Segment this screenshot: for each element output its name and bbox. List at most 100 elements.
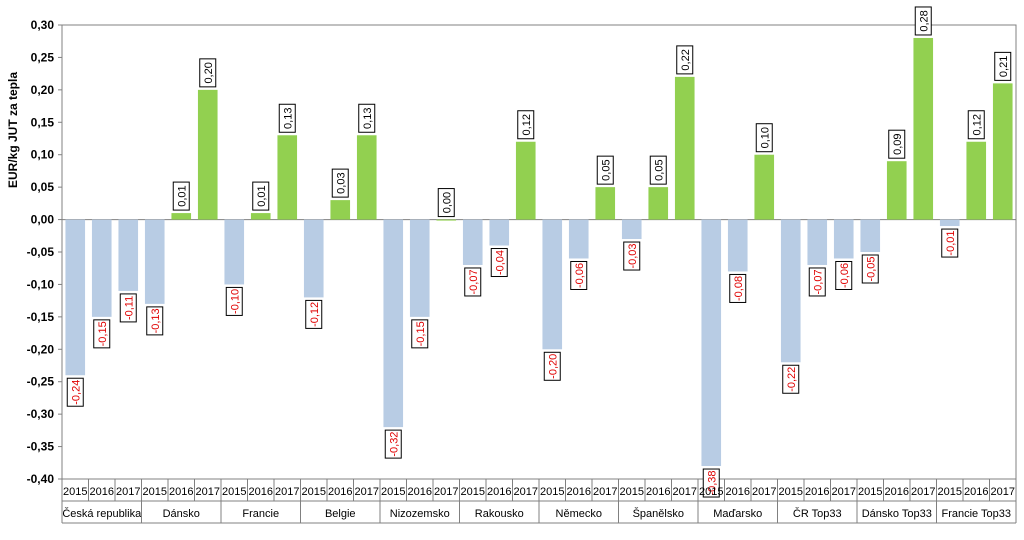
x-tick-label-year: 2016 bbox=[567, 486, 591, 498]
bar-madarsko-2017 bbox=[754, 154, 775, 220]
data-label: 0,22 bbox=[680, 49, 692, 70]
x-tick-label-year: 2017 bbox=[355, 486, 379, 498]
data-label-box bbox=[729, 273, 747, 303]
x-tick-label-year: 2015 bbox=[222, 486, 246, 498]
data-label: -0,06 bbox=[839, 263, 851, 288]
x-tick-label-year: 2016 bbox=[169, 486, 193, 498]
bar-ceska-republika-2016 bbox=[91, 219, 112, 317]
bar-nizozemsko-2017 bbox=[436, 219, 457, 221]
bar-dansko-top33-2017 bbox=[913, 37, 934, 220]
data-label: -0,13 bbox=[150, 308, 162, 333]
data-label-box bbox=[808, 267, 826, 297]
data-label: -0,07 bbox=[468, 269, 480, 294]
bar-francie-2015 bbox=[224, 219, 245, 285]
x-tick-label-year: 2015 bbox=[620, 486, 644, 498]
x-group-label-madarsko: Maďarsko bbox=[713, 508, 762, 520]
bar-madarsko-2016 bbox=[727, 219, 748, 272]
x-tick-label-year: 2015 bbox=[63, 486, 87, 498]
data-label-box bbox=[411, 319, 429, 349]
bar-nemecko-2015 bbox=[542, 219, 563, 350]
data-label: 0,13 bbox=[362, 108, 374, 129]
bar-rakousko-2015 bbox=[462, 219, 483, 265]
data-label: 0,10 bbox=[759, 127, 771, 148]
bar-ceska-republika-2017 bbox=[118, 219, 139, 291]
x-tick-label-year: 2017 bbox=[673, 486, 697, 498]
data-label: 0,12 bbox=[971, 114, 983, 135]
data-label-box bbox=[782, 364, 800, 394]
data-label-box bbox=[596, 155, 614, 185]
data-label-box bbox=[225, 286, 243, 316]
y-axis-label: EUR/kg JUT za tepla bbox=[6, 72, 20, 188]
x-tick-label-year: 2016 bbox=[328, 486, 352, 498]
bar-francie-top33-2015 bbox=[939, 219, 960, 227]
data-label: 0,00 bbox=[441, 192, 453, 213]
x-group-label-dansko: Dánsko bbox=[163, 508, 200, 520]
bar-nemecko-2016 bbox=[568, 219, 589, 259]
x-tick-label-year: 2016 bbox=[90, 486, 114, 498]
bar-nemecko-2017 bbox=[595, 187, 616, 220]
bar-spanelsko-2016 bbox=[648, 187, 669, 220]
x-tick-label-year: 2016 bbox=[885, 486, 909, 498]
data-label: 0,21 bbox=[998, 56, 1010, 77]
data-label-box bbox=[861, 254, 879, 284]
data-label-box bbox=[676, 45, 694, 75]
x-tick-label-year: 2016 bbox=[249, 486, 273, 498]
data-label: 0,09 bbox=[892, 133, 904, 154]
data-label: -0,24 bbox=[70, 380, 82, 405]
x-group-label-francie-top33: Francie Top33 bbox=[941, 508, 1011, 520]
bar-dansko-top33-2016 bbox=[886, 161, 907, 220]
bar-nizozemsko-2015 bbox=[383, 219, 404, 428]
data-label-box bbox=[649, 155, 667, 185]
x-tick-label-year: 2015 bbox=[302, 486, 326, 498]
x-tick-label-year: 2017 bbox=[275, 486, 299, 498]
data-label: -0,04 bbox=[494, 250, 506, 275]
data-label: 0,05 bbox=[600, 159, 612, 180]
y-tick-label: 0,30 bbox=[31, 18, 55, 32]
bar-francie-2017 bbox=[277, 135, 298, 220]
x-tick-label-year: 2016 bbox=[964, 486, 988, 498]
data-label: 0,13 bbox=[282, 108, 294, 129]
bar-rakousko-2017 bbox=[515, 141, 536, 220]
data-label: -0,38 bbox=[706, 470, 718, 495]
bar-madarsko-2015 bbox=[701, 219, 722, 467]
bar-belgie-2017 bbox=[356, 135, 377, 220]
x-tick-label-year: 2017 bbox=[116, 486, 140, 498]
data-label: -0,10 bbox=[229, 289, 241, 314]
data-label-box bbox=[941, 228, 959, 258]
data-label: 0,03 bbox=[335, 172, 347, 193]
x-tick-label-year: 2015 bbox=[540, 486, 564, 498]
y-tick-label: 0,00 bbox=[31, 213, 55, 227]
bar-cr-top33-2016 bbox=[807, 219, 828, 265]
x-tick-label-year: 2015 bbox=[699, 486, 723, 498]
data-label-box bbox=[888, 129, 906, 159]
bar-dansko-top33-2015 bbox=[860, 219, 881, 252]
y-tick-label: -0,25 bbox=[27, 375, 55, 389]
data-label: 0,12 bbox=[521, 114, 533, 135]
data-label: -0,01 bbox=[945, 231, 957, 256]
data-label: 0,01 bbox=[176, 185, 188, 206]
x-tick-label-year: 2017 bbox=[752, 486, 776, 498]
x-tick-label-year: 2016 bbox=[487, 486, 511, 498]
x-tick-label-year: 2017 bbox=[593, 486, 617, 498]
x-tick-label-year: 2016 bbox=[646, 486, 670, 498]
bar-francie-top33-2016 bbox=[966, 141, 987, 220]
x-tick-label-year: 2016 bbox=[408, 486, 432, 498]
bar-dansko-2017 bbox=[197, 89, 218, 220]
x-tick-label-year: 2017 bbox=[991, 486, 1015, 498]
data-label-box bbox=[146, 306, 164, 336]
data-label-box bbox=[172, 181, 190, 211]
x-tick-label-year: 2017 bbox=[514, 486, 538, 498]
bar-dansko-2016 bbox=[171, 213, 192, 220]
data-label-box bbox=[66, 377, 84, 407]
x-tick-label-year: 2015 bbox=[858, 486, 882, 498]
data-label-box bbox=[994, 51, 1012, 81]
x-group-label-dansko-top33: Dánsko Top33 bbox=[862, 508, 932, 520]
bar-belgie-2015 bbox=[303, 219, 324, 298]
x-group-label-belgie: Belgie bbox=[325, 508, 356, 520]
data-label-box bbox=[517, 110, 535, 140]
bar-belgie-2016 bbox=[330, 200, 351, 220]
data-label: -0,08 bbox=[733, 276, 745, 301]
data-label: 0,05 bbox=[653, 159, 665, 180]
